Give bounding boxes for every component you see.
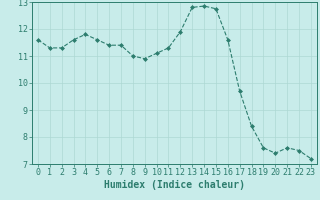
X-axis label: Humidex (Indice chaleur): Humidex (Indice chaleur) (104, 180, 245, 190)
